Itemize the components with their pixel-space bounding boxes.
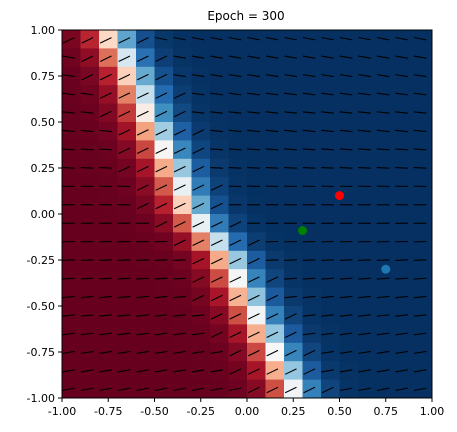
quiver-arrow [377,168,390,169]
quiver-arrow [414,260,427,261]
quiver-arrow [395,260,408,261]
quiver-arrow [321,260,334,261]
x-axis-ticks: -1.00 -0.75 -0.50 -0.25 0.00 0.25 0.50 0.75 1.00 [48,398,444,418]
quiver-arrow [81,260,94,261]
y-tick-label: 0.50 [31,116,56,129]
quiver-arrow [99,168,112,169]
scatter-point [298,226,307,235]
y-tick-label: 1.00 [31,24,56,37]
x-tick-label: -0.75 [94,405,122,418]
quiver-arrow [395,168,408,169]
quiver-arrow [284,168,297,169]
quiver-arrow [358,168,371,169]
quiver-arrow [118,260,131,261]
quiver-arrow [266,260,279,261]
quiver-arrow [284,260,297,261]
quiver-arrow [62,260,75,261]
x-tick-label: 0.50 [327,405,352,418]
y-axis-ticks: 1.00 0.75 0.50 0.25 0.00 -0.25 -0.50 -0.75 -1.00 [27,24,62,405]
y-tick-label: -0.75 [27,346,55,359]
x-tick-label: 1.00 [420,405,445,418]
quiver-arrow [173,260,186,261]
quiver-arrow [247,168,260,169]
quiver-arrow [303,168,316,169]
quiver-arrow [81,168,94,169]
y-tick-label: -0.50 [27,300,55,313]
quiver-arrow [377,260,390,261]
x-tick-label: -1.00 [48,405,76,418]
scatter-point [381,265,390,274]
x-tick-label: -0.50 [140,405,168,418]
quiver-arrow [303,260,316,261]
y-tick-label: 0.00 [31,208,56,221]
quiver-arrow [340,168,353,169]
quiver-arrow [321,168,334,169]
chart-title: Epoch = 300 [207,9,284,23]
y-tick-label: -0.25 [27,254,55,267]
quiver-arrow [340,260,353,261]
quiver-arrow [136,260,149,261]
quiver-arrow [210,168,223,169]
heatmap-cells [62,30,433,399]
x-tick-label: 0.25 [281,405,306,418]
quiver-arrow [266,168,279,169]
x-tick-label: -0.25 [187,405,215,418]
scatter-point [335,191,344,200]
y-tick-label: -1.00 [27,392,55,405]
quiver-arrow [155,260,168,261]
quiver-arrow [414,168,427,169]
y-tick-label: 0.75 [31,70,56,83]
quiver-arrow [62,168,75,169]
quiver-arrow [99,260,112,261]
quiver-arrow [229,168,242,169]
quiver-arrow [358,260,371,261]
x-tick-label: 0.75 [374,405,399,418]
y-tick-label: 0.25 [31,162,56,175]
x-tick-label: 0.00 [235,405,260,418]
